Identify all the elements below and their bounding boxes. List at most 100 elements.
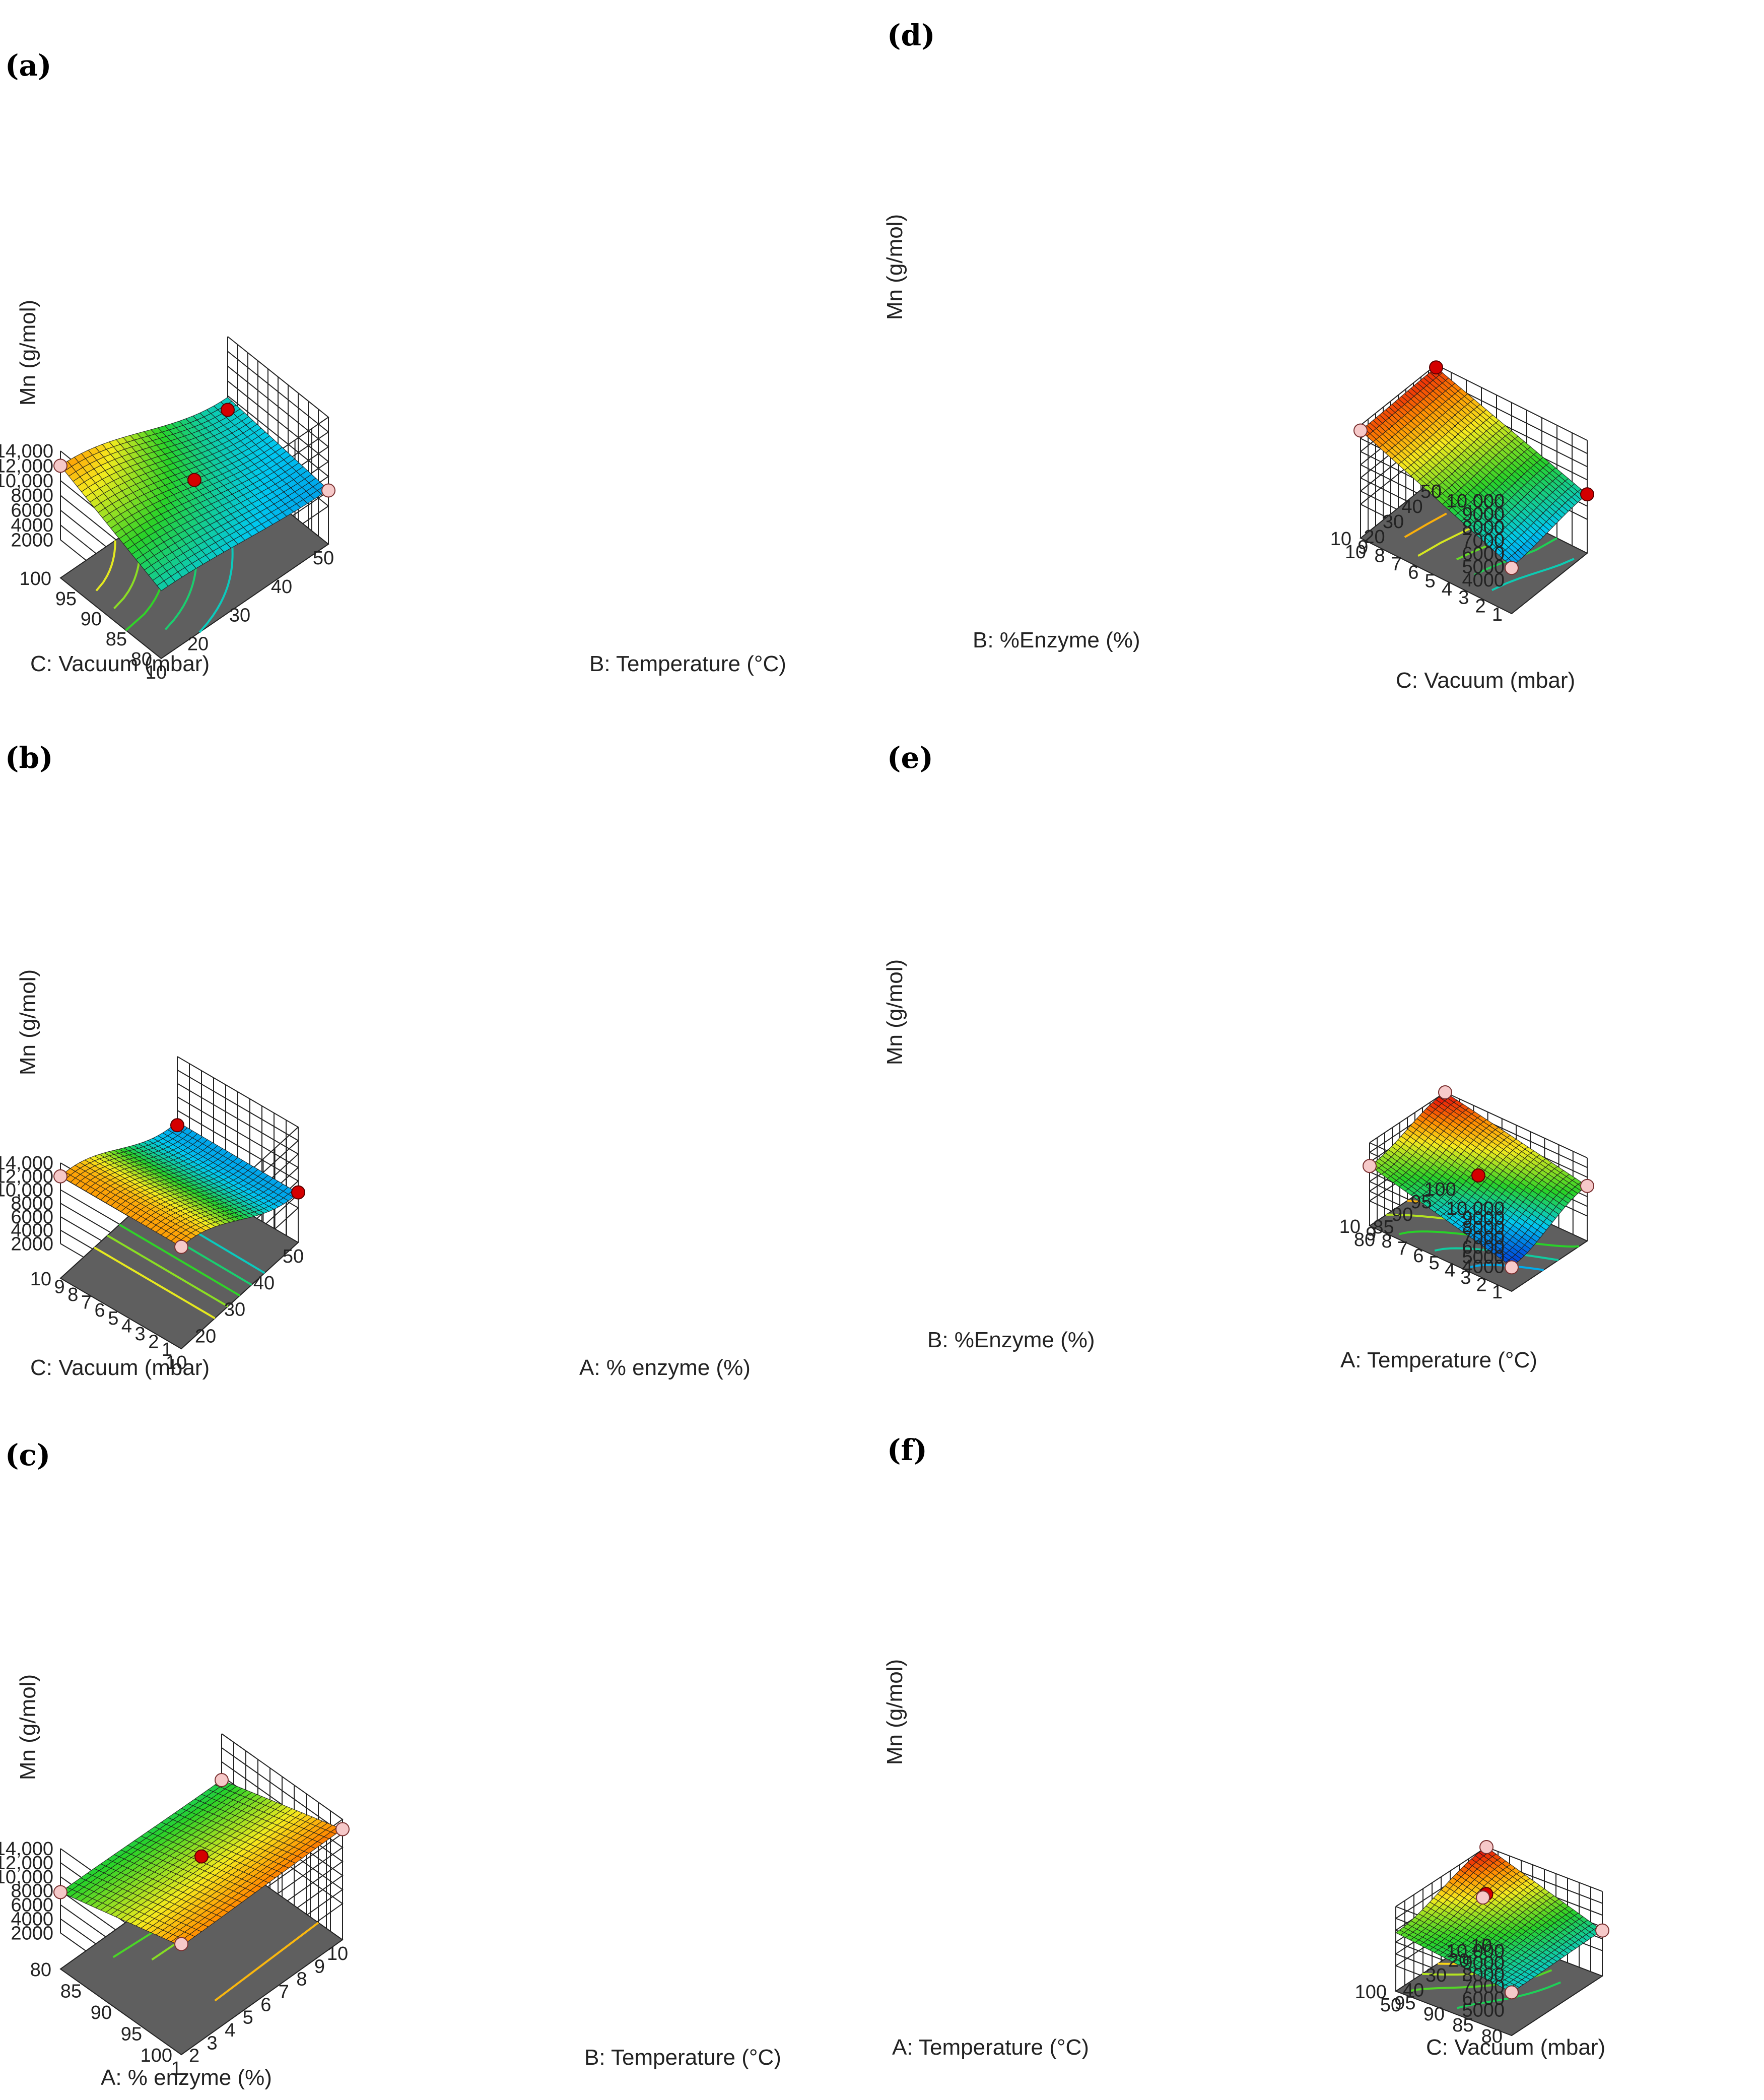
x-tick-label: 20 bbox=[187, 633, 209, 654]
z-tick-label: 6000 bbox=[11, 1895, 53, 1916]
x-tick-label: 10 bbox=[1471, 1935, 1492, 1956]
z-tick-label: 12,000 bbox=[0, 1853, 53, 1874]
design-point bbox=[1580, 1178, 1594, 1193]
y-tick-label: 85 bbox=[1452, 2015, 1473, 2036]
y-tick-label: 7 bbox=[1397, 1238, 1408, 1259]
y-axis-title: A: % enzyme (%) bbox=[579, 1355, 751, 1380]
x-tick-label: 95 bbox=[1410, 1192, 1432, 1213]
y-tick-label: 5 bbox=[1425, 570, 1436, 592]
contour-line bbox=[1457, 1981, 1562, 2009]
y-tick-label: 95 bbox=[121, 2024, 142, 2045]
response-surface bbox=[60, 397, 329, 592]
panel-label: (b) bbox=[5, 741, 53, 775]
y-tick-label: 9 bbox=[54, 1277, 65, 1298]
z-tick-label: 6000 bbox=[1462, 1988, 1505, 2009]
design-point bbox=[335, 1822, 350, 1836]
x-tick-label: 7 bbox=[279, 1982, 289, 2003]
y-tick-label: 4 bbox=[1445, 1260, 1455, 1281]
z-tick-label: 6000 bbox=[11, 1207, 53, 1228]
x-axis-title: A: % enzyme (%) bbox=[101, 2065, 272, 2090]
x-tick-label: 4 bbox=[225, 2020, 235, 2041]
y-tick-label: 100 bbox=[1355, 1982, 1387, 2003]
z-tick-label: 4000 bbox=[11, 1909, 53, 1930]
design-point bbox=[1505, 561, 1519, 575]
z-tick-label: 8000 bbox=[11, 1881, 53, 1902]
z-tick-label: 10,000 bbox=[0, 471, 53, 492]
design-point bbox=[1429, 360, 1443, 375]
y-tick-label: 5 bbox=[108, 1308, 118, 1329]
y-tick-label: 6 bbox=[1408, 562, 1418, 583]
x-tick-label: 30 bbox=[224, 1299, 245, 1321]
design-point bbox=[1438, 1085, 1452, 1099]
y-tick-label: 80 bbox=[1481, 2026, 1503, 2047]
x-axis-title: C: Vacuum (mbar) bbox=[30, 1355, 210, 1380]
design-point bbox=[194, 1849, 209, 1864]
x-axis-title: C: Vacuum (mbar) bbox=[1426, 2035, 1605, 2060]
x-tick-label: 90 bbox=[1392, 1204, 1413, 1225]
x-tick-label: 20 bbox=[1364, 527, 1385, 548]
y-tick-label: 4 bbox=[121, 1316, 132, 1337]
design-point bbox=[215, 1773, 229, 1788]
y-tick-label: 3 bbox=[1460, 1267, 1471, 1288]
x-tick-label: 20 bbox=[1448, 1950, 1469, 1972]
panel-b: (b) 2000 4000 6000 8000 10,000 12,000 14,000 10 2… bbox=[0, 700, 882, 1400]
x-tick-label: 30 bbox=[1426, 1965, 1447, 1986]
y-tick-label: 4 bbox=[1442, 579, 1452, 600]
y-axis-title: B: Temperature (°C) bbox=[589, 651, 786, 676]
z-tick-label: 10,000 bbox=[0, 1867, 53, 1888]
x-tick-label: 10 bbox=[327, 1943, 348, 1964]
design-point bbox=[174, 1239, 188, 1254]
y-tick-label: 9 bbox=[1358, 537, 1368, 558]
response-surface bbox=[59, 1780, 344, 1947]
y-axis-title: A: Temperature (°C) bbox=[892, 2035, 1089, 2060]
x-tick-label: 10 bbox=[1345, 542, 1366, 563]
design-point bbox=[187, 473, 201, 487]
y-tick-label: 10 bbox=[30, 1269, 51, 1290]
design-point bbox=[291, 1185, 305, 1200]
design-point bbox=[1595, 1923, 1609, 1938]
z-tick-label: 4000 bbox=[11, 515, 53, 536]
y-tick-label: 95 bbox=[55, 588, 77, 610]
y-tick-label: 1 bbox=[1492, 604, 1503, 625]
y-tick-label: 90 bbox=[81, 609, 102, 630]
design-point bbox=[1353, 423, 1368, 438]
design-point bbox=[321, 483, 335, 498]
y-axis-title: B: %Enzyme (%) bbox=[973, 628, 1140, 652]
x-tick-label: 2 bbox=[189, 2046, 199, 2067]
contour-line bbox=[107, 1234, 229, 1307]
panel-label: (e) bbox=[887, 741, 933, 775]
contour-line bbox=[118, 1223, 241, 1297]
y-tick-label: 1 bbox=[1492, 1282, 1503, 1303]
z-tick-label: 8000 bbox=[1462, 1218, 1505, 1239]
response-surface bbox=[1395, 1847, 1603, 1993]
design-point bbox=[1505, 1260, 1519, 1275]
contour-line bbox=[94, 1246, 216, 1320]
x-tick-label: 50 bbox=[1420, 481, 1442, 502]
y-tick-label: 80 bbox=[30, 1959, 51, 1981]
design-point bbox=[1479, 1840, 1494, 1854]
x-tick-label: 50 bbox=[283, 1246, 304, 1267]
y-tick-label: 7 bbox=[1391, 554, 1402, 575]
z-axis-title: Mn (g/mol) bbox=[16, 300, 40, 406]
y-tick-label: 2 bbox=[1475, 596, 1486, 617]
x-tick-label: 40 bbox=[253, 1273, 275, 1294]
x-axis-title: A: Temperature (°C) bbox=[1340, 1348, 1537, 1372]
design-point bbox=[1476, 1890, 1490, 1905]
chart-e: (e)40005000600070008000900010,0008085909… bbox=[883, 741, 1594, 1372]
z-axis-title: Mn (g/mol) bbox=[883, 1659, 907, 1765]
z-tick-label: 10,000 bbox=[1446, 1198, 1505, 1219]
z-tick-label: 9000 bbox=[1462, 1208, 1505, 1229]
x-tick-label: 5 bbox=[243, 2007, 253, 2028]
y-tick-label: 3 bbox=[1458, 587, 1469, 609]
z-tick-label: 14,000 bbox=[0, 1153, 53, 1174]
y-tick-label: 6 bbox=[95, 1300, 105, 1321]
y-tick-label: 9 bbox=[1366, 1223, 1376, 1244]
z-tick-label: 6000 bbox=[1462, 1237, 1505, 1258]
panel-label: (a) bbox=[5, 48, 51, 83]
z-tick-label: 5000 bbox=[1462, 2000, 1505, 2021]
x-tick-label: 8 bbox=[296, 1969, 307, 1990]
panel-label: (d) bbox=[887, 18, 935, 52]
